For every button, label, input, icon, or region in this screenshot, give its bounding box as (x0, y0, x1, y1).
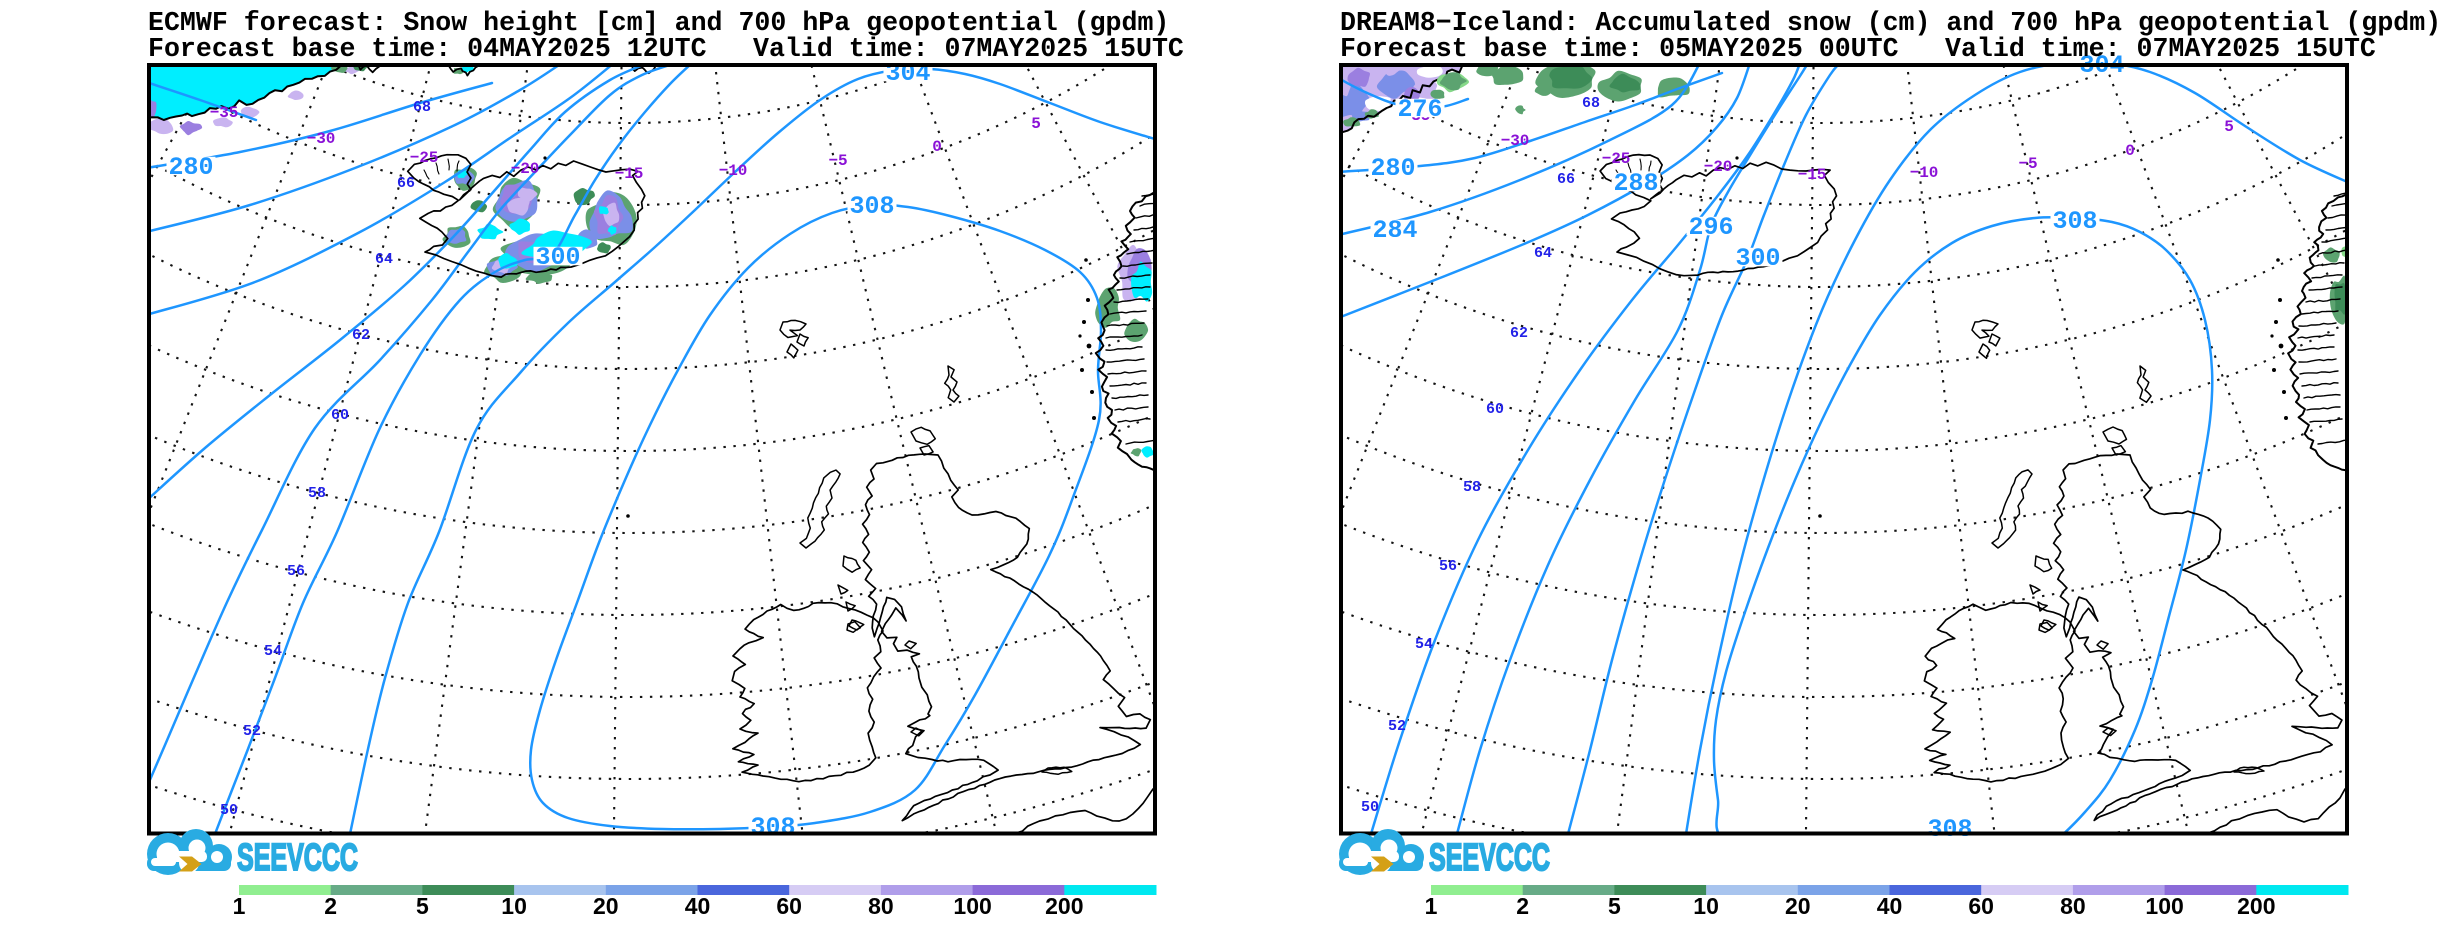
svg-text:62: 62 (1510, 325, 1528, 342)
svg-text:64: 64 (375, 251, 393, 268)
svg-text:66: 66 (1557, 171, 1575, 188)
svg-text:52: 52 (243, 723, 261, 740)
svg-text:10: 10 (1693, 893, 1719, 919)
svg-text:60: 60 (776, 893, 802, 919)
svg-text:5: 5 (1608, 893, 1621, 919)
svg-text:280: 280 (1370, 154, 1415, 183)
svg-text:300: 300 (1735, 244, 1780, 273)
svg-text:308: 308 (750, 813, 795, 842)
svg-text:−10: −10 (1910, 164, 1939, 182)
svg-text:−30: −30 (1501, 132, 1530, 150)
svg-text:40: 40 (685, 893, 711, 919)
svg-text:276: 276 (1397, 95, 1442, 124)
svg-text:100: 100 (953, 893, 991, 919)
svg-text:0: 0 (2125, 142, 2135, 160)
svg-text:280: 280 (168, 153, 213, 182)
svg-text:−15: −15 (615, 165, 644, 183)
svg-text:284: 284 (1372, 216, 1417, 245)
svg-text:50: 50 (220, 802, 238, 819)
svg-text:308: 308 (2052, 207, 2097, 236)
svg-text:−35: −35 (210, 104, 239, 122)
svg-text:5: 5 (416, 893, 429, 919)
svg-text:52: 52 (1388, 718, 1406, 735)
svg-text:Valid time: 07MAY2025 15UTC: Valid time: 07MAY2025 15UTC (1945, 34, 2376, 64)
svg-text:1: 1 (233, 893, 246, 919)
svg-text:56: 56 (287, 563, 305, 580)
svg-text:62: 62 (352, 327, 370, 344)
svg-text:80: 80 (868, 893, 894, 919)
svg-text:66: 66 (397, 175, 415, 192)
svg-text:SEEVCCC: SEEVCCC (237, 837, 358, 879)
svg-text:−15: −15 (1798, 166, 1827, 184)
svg-text:60: 60 (1968, 893, 1994, 919)
svg-text:100: 100 (2145, 893, 2183, 919)
svg-text:288: 288 (1613, 169, 1658, 198)
svg-text:ECMWF forecast: Snow height [c: ECMWF forecast: Snow height [cm] and 700… (148, 8, 1169, 38)
svg-text:−5: −5 (828, 152, 847, 170)
svg-text:DREAM8−Iceland: Accumulated sn: DREAM8−Iceland: Accumulated snow (cm) an… (1340, 8, 2441, 38)
svg-text:54: 54 (1415, 636, 1433, 653)
svg-text:−25: −25 (410, 149, 439, 167)
svg-text:60: 60 (331, 407, 349, 424)
svg-text:58: 58 (1463, 479, 1481, 496)
svg-text:50: 50 (1361, 799, 1379, 816)
svg-text:80: 80 (2060, 893, 2086, 919)
svg-text:308: 308 (1927, 815, 1972, 844)
svg-text:5: 5 (2224, 118, 2234, 136)
svg-text:54: 54 (264, 643, 282, 660)
svg-text:68: 68 (413, 99, 431, 116)
svg-text:−5: −5 (2018, 155, 2037, 173)
svg-text:40: 40 (1877, 893, 1903, 919)
svg-text:20: 20 (593, 893, 619, 919)
svg-text:300: 300 (535, 243, 580, 272)
svg-text:Forecast base time: 04MAY2025: Forecast base time: 04MAY2025 12UTC (148, 34, 707, 64)
svg-text:68: 68 (1582, 95, 1600, 112)
svg-text:2: 2 (324, 893, 337, 919)
svg-text:1: 1 (1425, 893, 1438, 919)
svg-text:10: 10 (501, 893, 527, 919)
svg-text:58: 58 (308, 485, 326, 502)
svg-text:−30: −30 (307, 130, 336, 148)
svg-text:SEEVCCC: SEEVCCC (1429, 837, 1550, 879)
svg-text:296: 296 (1688, 213, 1733, 242)
svg-text:−10: −10 (719, 162, 748, 180)
svg-text:2: 2 (1516, 893, 1529, 919)
svg-text:56: 56 (1439, 558, 1457, 575)
svg-text:60: 60 (1486, 401, 1504, 418)
svg-text:5: 5 (1031, 115, 1041, 133)
svg-text:64: 64 (1534, 245, 1552, 262)
svg-text:308: 308 (849, 192, 894, 221)
svg-text:20: 20 (1785, 893, 1811, 919)
svg-text:−25: −25 (1602, 150, 1631, 168)
svg-text:0: 0 (932, 138, 942, 156)
svg-text:−20: −20 (1704, 158, 1733, 176)
svg-text:Valid time: 07MAY2025 15UTC: Valid time: 07MAY2025 15UTC (753, 34, 1184, 64)
svg-text:Forecast base time: 05MAY2025: Forecast base time: 05MAY2025 00UTC (1340, 34, 1899, 64)
svg-text:200: 200 (2237, 893, 2275, 919)
svg-text:200: 200 (1045, 893, 1083, 919)
svg-text:−20: −20 (511, 160, 540, 178)
